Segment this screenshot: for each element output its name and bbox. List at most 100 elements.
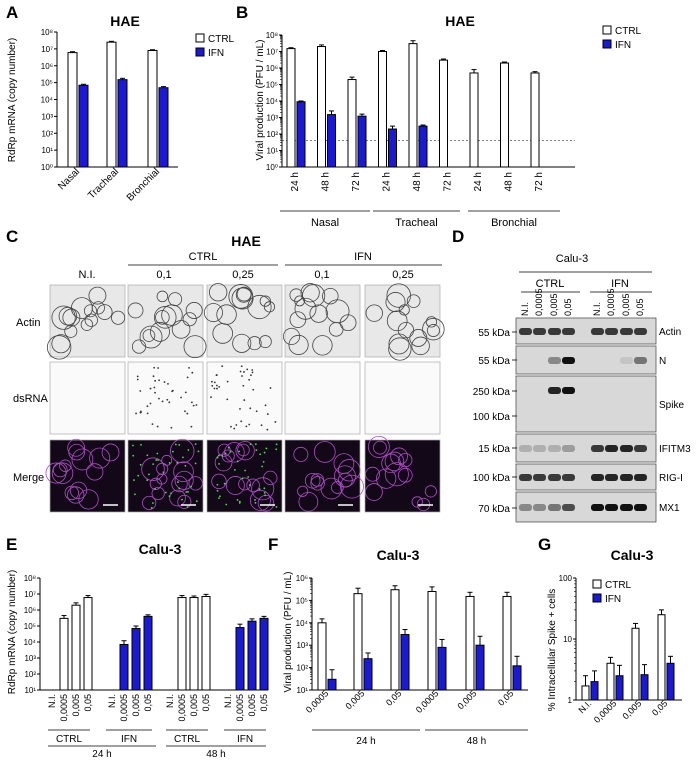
cell-outline — [426, 324, 440, 338]
y-tick-label: 10⁶ — [24, 606, 36, 615]
dsrna-dot — [192, 404, 195, 407]
bar-ctrl — [390, 589, 400, 691]
cell-outline — [52, 462, 68, 478]
dsrna-dot — [182, 456, 184, 459]
panel-e-yticks: 10¹ 10² 10³ 10⁴ 10⁵ 10⁶ 10⁷ 10⁸ — [24, 574, 265, 695]
x-tick-label: N.I. — [47, 694, 57, 708]
y-tick-label: 10⁸ — [41, 28, 53, 37]
dsrna-dot — [177, 481, 179, 483]
dsrna-dot — [151, 502, 154, 504]
cell-outline — [96, 304, 113, 320]
panel-b-groups: Nasal Tracheal Bronchial — [280, 210, 560, 229]
cell-outline — [385, 292, 406, 313]
dsrna-dot — [249, 407, 252, 410]
blot-band — [533, 328, 546, 335]
x-tick-label: 0,05 — [650, 698, 669, 717]
dsrna-dot — [195, 500, 198, 503]
x-tick-label: 0,0005 — [119, 694, 129, 722]
blot-band — [634, 474, 647, 481]
x-tick-label: 0,05 — [143, 694, 153, 712]
panel-e-bars — [59, 593, 269, 691]
dsrna-dot — [211, 384, 214, 387]
y-tick-label: 10⁸ — [24, 574, 36, 583]
x-tick-label: 0,005 — [189, 694, 199, 717]
bar-ctrl — [500, 62, 509, 168]
y-tick-label: 10⁶ — [266, 64, 278, 73]
kda-marker: 70 kDa — [478, 504, 510, 515]
blot-band — [605, 328, 618, 335]
blot-band — [620, 445, 633, 452]
cell-outline — [411, 336, 430, 356]
dsrna-dot — [275, 506, 278, 508]
dsrna-dot — [133, 493, 136, 496]
dsrna-dot — [264, 404, 267, 407]
x-tick-label: N.I. — [576, 698, 593, 715]
dsrna-dot — [135, 412, 137, 415]
cell-outline — [406, 294, 421, 308]
dsrna-dot — [261, 465, 264, 468]
dsrna-dot — [226, 398, 229, 401]
panel-b-ylabel: Viral production (PFU / mL) — [255, 40, 266, 161]
bar-ctrl — [469, 72, 479, 168]
blot-band — [634, 357, 647, 364]
panel-a-legend: CTRL IFN — [195, 33, 235, 59]
y-tick-label: 10² — [296, 664, 308, 673]
dsrna-dot — [146, 454, 149, 457]
cell-outline — [249, 489, 271, 511]
x-tick-label: 0,05 — [496, 688, 515, 707]
cell-outline — [310, 476, 325, 491]
panel-c-col-label: 0,25 — [392, 269, 413, 281]
blot-band — [591, 474, 604, 481]
dsrna-dot — [238, 502, 241, 504]
panel-f-yticks: 10¹ 10² 10³ 10⁴ 10⁵ 10⁶ — [296, 574, 528, 695]
bar-ctrl — [317, 46, 326, 168]
panel-g: G Calu-3 % Intracellular Spike + cells 1… — [538, 535, 682, 725]
panel-b-bars — [286, 40, 540, 168]
dsrna-dot — [245, 425, 248, 428]
bar-ifn — [388, 128, 397, 168]
bar-ctrl — [147, 50, 158, 168]
cell-outline — [231, 287, 254, 310]
blot-band — [562, 474, 575, 481]
blot-band — [591, 328, 604, 335]
panel-c-row-label: Actin — [16, 317, 40, 329]
dsrna-dot — [223, 482, 226, 485]
y-tick-label: 10⁷ — [41, 45, 53, 54]
cell-outline — [161, 454, 173, 466]
cell-outline — [263, 301, 276, 313]
cell-outline — [373, 440, 387, 455]
cell-outline — [338, 459, 361, 482]
panel-a-title: HAE — [110, 13, 140, 29]
panel-c-ifn-label: IFN — [354, 251, 372, 263]
blot-band — [591, 445, 604, 452]
dsrna-dot — [152, 463, 155, 466]
dsrna-dot — [184, 464, 187, 467]
time-label: 24 h — [356, 736, 375, 747]
cell-outline — [185, 302, 203, 319]
cell-outline — [211, 473, 227, 490]
y-tick-label: 1 — [568, 696, 573, 705]
panel-d-ifn-label: IFN — [611, 278, 629, 290]
blot-label: Spike — [659, 400, 684, 411]
panel-c-col-label: 0,1 — [314, 269, 329, 281]
y-tick-label: 10¹ — [41, 146, 53, 155]
dsrna-dot — [186, 412, 189, 415]
cell-outline — [142, 495, 157, 511]
cell-outline — [388, 337, 412, 361]
panel-a-xlabels: Nasal Tracheal Bronchial — [56, 166, 162, 203]
cell-outline — [69, 481, 88, 500]
dsrna-dot — [215, 374, 218, 377]
cell-outline — [153, 306, 177, 329]
cell-outline — [312, 335, 333, 356]
cell-outline — [67, 438, 86, 457]
dsrna-dot — [158, 397, 160, 400]
dsrna-dot — [153, 366, 156, 369]
dsrna-dot — [172, 450, 174, 453]
cell-outline — [183, 335, 207, 359]
dsrna-dot — [236, 460, 239, 463]
dsrna-dot — [167, 382, 169, 385]
bar-ifn — [259, 617, 269, 691]
blot-band — [605, 445, 618, 452]
cell-outline — [212, 323, 234, 344]
kda-marker: 55 kDa — [478, 328, 510, 339]
